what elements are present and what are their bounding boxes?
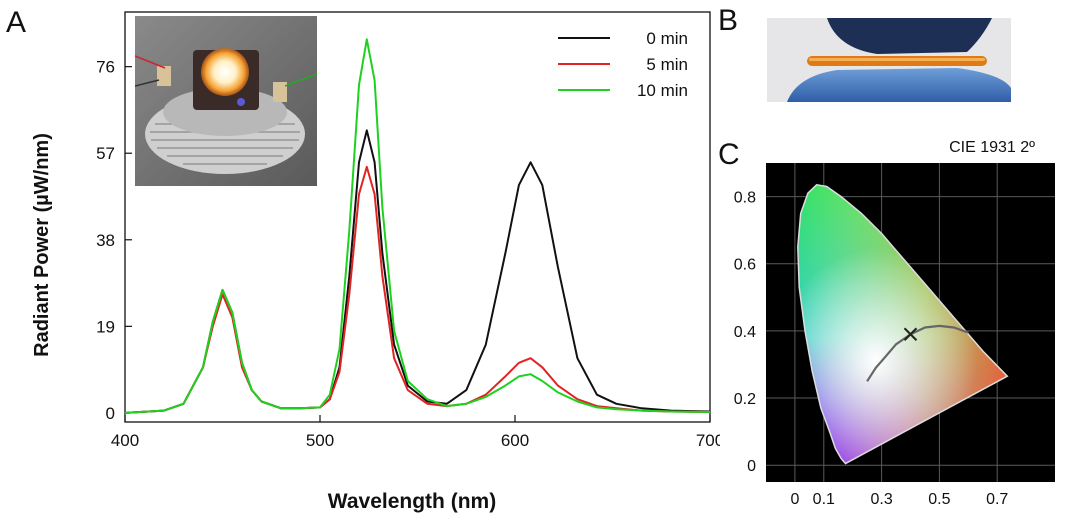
- cie-y-tick-label: 0.8: [734, 190, 756, 207]
- cie-x-tick-label: 0.1: [813, 491, 835, 508]
- panel-label-c: C: [718, 138, 740, 171]
- cie-title: CIE 1931 2º: [949, 139, 1035, 156]
- panel-label-b: B: [718, 4, 739, 37]
- cie-plot-background: [766, 163, 1055, 482]
- series-line-10-min: [124, 38, 711, 414]
- coated-disc-photo: [767, 18, 1011, 102]
- planckian-locus: [866, 324, 969, 382]
- x-tick-label: 600: [501, 431, 529, 450]
- legend-label: 10 min: [637, 81, 688, 100]
- cie-x-tick-label: 0.7: [986, 491, 1008, 508]
- y-tick-label: 76: [96, 58, 115, 77]
- cie-y-tick-label: 0.2: [734, 391, 756, 408]
- cie-y-tick-label: 0.4: [734, 324, 756, 341]
- legend-label: 0 min: [646, 29, 688, 48]
- legend: 0 min 5 min 10 min: [558, 29, 688, 100]
- series-line-5-min: [124, 165, 711, 414]
- y-tick-label: 38: [96, 231, 115, 250]
- cie-y-tick-label: 0: [747, 458, 756, 475]
- x-tick-label: 400: [111, 431, 139, 450]
- panel-label-a: A: [6, 6, 27, 39]
- x-axis-label: Wavelength (nm): [328, 490, 496, 513]
- led-lamp-photo: [135, 16, 317, 186]
- cie-x-tick-label: 0.3: [870, 491, 892, 508]
- y-tick-label: 57: [96, 144, 115, 163]
- y-tick-label: 0: [106, 404, 115, 423]
- y-tick-label: 19: [96, 317, 115, 336]
- cie-x-tick-label: 0.5: [928, 491, 950, 508]
- y-axis-label: Radiant Power (µW/nm): [31, 133, 53, 357]
- legend-label: 5 min: [646, 55, 688, 74]
- x-tick-label: 500: [306, 431, 334, 450]
- cie-point-marker: [903, 327, 918, 341]
- gamut-boundary: [797, 183, 1009, 465]
- x-tick-label: 700: [696, 431, 720, 450]
- cie-x-tick-label: 0: [790, 491, 799, 508]
- plot-frame: [124, 11, 711, 423]
- cie-y-tick-label: 0.6: [734, 257, 756, 274]
- spectrum-chart: 400 500 600 700 0 19 38 57 76 Wavelength (nm) Ra…: [31, 11, 720, 513]
